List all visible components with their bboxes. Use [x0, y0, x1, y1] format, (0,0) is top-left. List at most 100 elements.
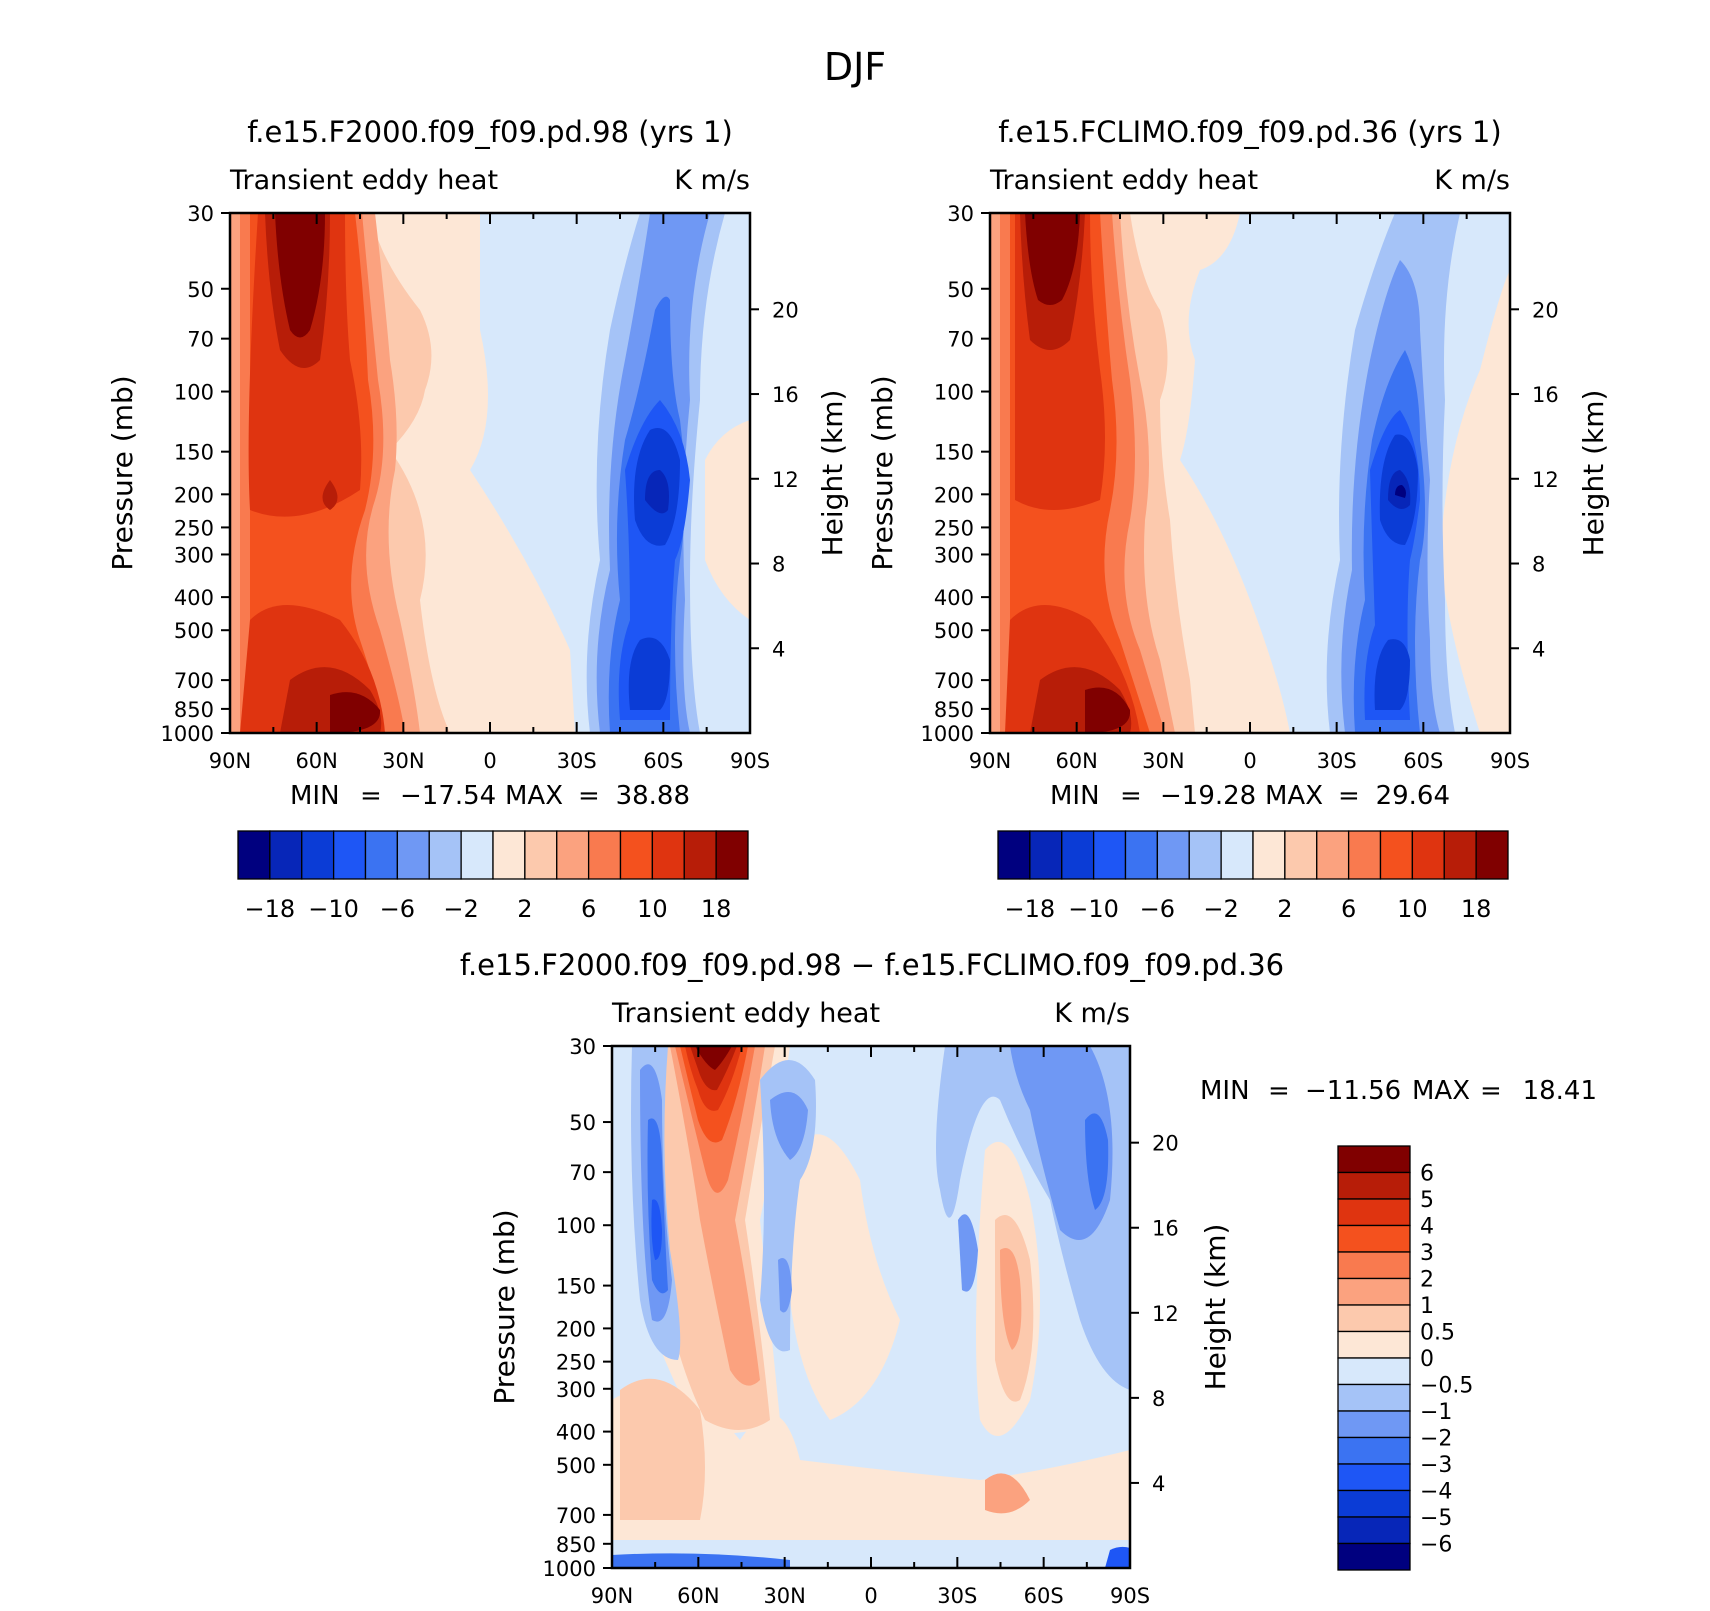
colorbar-box: [1316, 830, 1350, 880]
panel-diff-band-neg-nh4: [651, 1199, 662, 1260]
svg-text:=: =: [578, 781, 600, 811]
panel-b-contour-field: [990, 213, 1510, 733]
pressure-tick-label: 1000: [161, 722, 214, 746]
colorbar-box: [1337, 1304, 1411, 1333]
panel-a-band-pos-8: [275, 213, 325, 338]
pressure-tick-label: 30: [569, 1035, 596, 1059]
pressure-tick-label: 70: [569, 1161, 596, 1185]
panel-diff-title: f.e15.F2000.f09_f09.pd.98 − f.e15.FCLIMO…: [460, 948, 1284, 982]
pressure-tick-label: 100: [934, 381, 974, 405]
panel-a-minmax: MIN = −17.54 MAX = 38.88: [290, 781, 690, 811]
pressure-tick-label: 300: [556, 1378, 596, 1402]
pressure-tick-label: 1000: [921, 722, 974, 746]
panel-b: f.e15.FCLIMO.f09_f09.pd.36 (yrs 1) Trans…: [866, 115, 1610, 923]
lat-tick-label: 60N: [677, 1584, 719, 1608]
height-tick-label: 4: [772, 637, 785, 661]
panel-diff-min-value: −11.56: [1305, 1076, 1401, 1106]
panel-diff-left-label: Transient eddy heat: [611, 998, 880, 1029]
pressure-tick-label: 850: [174, 698, 214, 722]
colorbar-label: −6: [1140, 895, 1175, 923]
panel-diff-band-neg-mid3: [778, 1258, 792, 1313]
lat-tick-label: 90N: [209, 749, 251, 773]
panel-b-left-label: Transient eddy heat: [989, 165, 1258, 196]
panel-a-min-value: −17.54: [400, 781, 496, 811]
colorbar-box: [1337, 1516, 1411, 1545]
height-tick-label: 4: [1152, 1472, 1165, 1496]
colorbar-box: [1156, 830, 1190, 880]
colorbar-label: 10: [637, 895, 668, 923]
panel-b-band-neg-5: [1374, 639, 1410, 710]
pressure-tick-label: 70: [947, 328, 974, 352]
height-tick-label: 4: [1532, 637, 1545, 661]
colorbar-label: 1: [1420, 1294, 1434, 1319]
height-tick-label: 12: [1532, 468, 1559, 492]
pressure-tick-label: 50: [569, 1111, 596, 1135]
pressure-tick-label: 700: [556, 1504, 596, 1528]
pressure-tick-label: 100: [174, 381, 214, 405]
panel-diff-band-pos-center: [790, 1134, 900, 1420]
panel-diff-band-neg-south3: [1085, 1113, 1109, 1210]
svg-text:=: =: [1338, 781, 1360, 811]
height-tick-label: 20: [772, 298, 799, 322]
pressure-tick-label: 850: [556, 1533, 596, 1557]
colorbar-box: [1337, 1145, 1411, 1174]
panel-diff-band-pos-8: [695, 1046, 732, 1070]
lat-tick-label: 30S: [557, 749, 597, 773]
colorbar-box: [1411, 830, 1445, 880]
height-tick-label: 16: [1532, 383, 1559, 407]
colorbar-box: [1061, 830, 1095, 880]
height-tick-label: 12: [772, 468, 799, 492]
svg-text:=: =: [1480, 1076, 1502, 1106]
colorbar-label: 2: [517, 895, 532, 923]
pressure-tick-label: 200: [174, 483, 214, 507]
pressure-tick-label: 300: [934, 543, 974, 567]
colorbar-label: −18: [245, 895, 296, 923]
panel-a: f.e15.F2000.f09_f09.pd.98 (yrs 1) Transi…: [106, 115, 849, 923]
pressure-tick-label: 200: [934, 483, 974, 507]
panel-diff-units: K m/s: [1054, 998, 1130, 1029]
pressure-tick-label: 150: [556, 1275, 596, 1299]
colorbar-label: 18: [701, 895, 732, 923]
colorbar-box: [1220, 830, 1254, 880]
panel-diff-band-pos-3: [670, 1046, 765, 1386]
panel-a-min-label: MIN: [290, 781, 340, 811]
colorbar-label: 4: [1420, 1215, 1434, 1240]
pressure-tick-label: 30: [187, 202, 214, 226]
colorbar-box: [364, 830, 399, 880]
colorbar-box: [556, 830, 590, 880]
panel-diff-band-pos-low: [620, 1378, 705, 1520]
height-tick-label: 8: [1152, 1387, 1165, 1411]
height-tick-label: 16: [1152, 1217, 1179, 1241]
panel-b-minmax: MIN = −19.28 MAX = 29.64: [1050, 781, 1450, 811]
lat-tick-label: 30N: [1142, 749, 1184, 773]
colorbar-box: [396, 830, 430, 880]
colorbar-label: 18: [1461, 895, 1492, 923]
colorbar-box: [1337, 1542, 1411, 1571]
panel-diff-max-value: 18.41: [1523, 1076, 1597, 1106]
panel-diff-contour-field: [612, 1046, 1130, 1568]
height-tick-label: 8: [772, 553, 785, 577]
panel-diff-band-pos-3c: [985, 1473, 1030, 1514]
lat-tick-label: 60N: [1055, 749, 1097, 773]
panel-diff-ylabel-right: Height (km): [1199, 1224, 1232, 1391]
pressure-tick-label: 150: [934, 441, 974, 465]
lat-tick-label: 90S: [1490, 749, 1530, 773]
panel-a-units: K m/s: [674, 165, 750, 196]
colorbar-box: [715, 830, 749, 880]
figure-title: DJF: [824, 45, 886, 89]
panel-a-ylabel-right: Height (km): [816, 390, 849, 557]
colorbar-label: −3: [1420, 1453, 1452, 1478]
colorbar-label: 10: [1397, 895, 1428, 923]
panel-b-title: f.e15.FCLIMO.f09_f09.pd.36 (yrs 1): [998, 115, 1501, 149]
colorbar-label: −2: [443, 895, 478, 923]
colorbar-box: [1379, 830, 1414, 880]
panel-diff-min-label: MIN: [1200, 1076, 1250, 1106]
panel-diff-band-neg-south2: [1010, 1046, 1113, 1240]
panel-b-band-pos-8b: [1085, 687, 1131, 733]
colorbar-box: [1443, 830, 1477, 880]
colorbar-box: [1337, 1436, 1411, 1465]
lat-tick-label: 0: [864, 1584, 877, 1608]
colorbar-box: [1188, 830, 1222, 880]
